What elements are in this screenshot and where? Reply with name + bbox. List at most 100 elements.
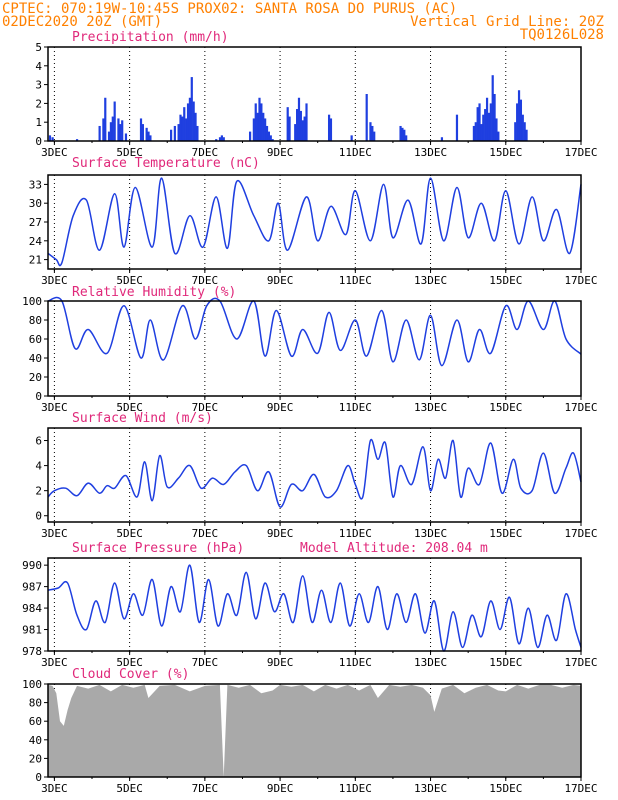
precip-bar — [373, 131, 376, 141]
precip-bar — [170, 129, 173, 141]
x-tick-label: 15DEC — [489, 274, 522, 287]
precip-bar — [260, 103, 263, 141]
y-tick-label: 4 — [35, 460, 42, 473]
precip-bar — [139, 118, 143, 141]
x-tick-label: 9DEC — [267, 401, 294, 414]
series-line — [47, 564, 582, 652]
precip-bar — [117, 118, 120, 141]
x-tick-label: 15DEC — [489, 527, 522, 540]
x-tick-label: 13DEC — [414, 146, 447, 159]
panels: Precipitation (mm/h) 3DEC 5DEC 7DEC 9DEC 11DE… — [22, 30, 597, 795]
y-tick-label: 20 — [29, 752, 42, 765]
y-tick-label: 6 — [35, 435, 42, 448]
panel-title: Surface Wind (m/s) — [72, 411, 213, 426]
precip-bar — [262, 112, 265, 141]
precip-bar — [482, 114, 485, 141]
panel-6: Cloud Cover (%) 3DEC 5DEC 7DEC 9DEC 11DEC 13DE… — [22, 667, 597, 795]
y-tick-label: 0 — [35, 390, 42, 403]
series-line — [47, 296, 582, 367]
panel-1: Precipitation (mm/h) 3DEC 5DEC 7DEC 9DEC 11DE… — [35, 30, 597, 159]
precip-bar — [111, 116, 114, 141]
precip-bar — [350, 135, 353, 141]
panel-frame — [47, 46, 582, 142]
precip-bar — [521, 114, 524, 141]
y-tick-label: 978 — [22, 645, 42, 658]
precip-bar — [329, 118, 333, 141]
y-tick-label: 100 — [22, 295, 42, 308]
panel-title: Surface Pressure (hPa) — [72, 541, 244, 556]
precip-bar — [472, 125, 475, 141]
precip-bar — [194, 112, 197, 141]
panel-frame — [47, 427, 582, 523]
precip-bar — [147, 131, 150, 141]
x-tick-label: 15DEC — [489, 146, 522, 159]
precip-bar — [480, 124, 483, 141]
y-tick-label: 990 — [22, 559, 42, 572]
precip-bar — [269, 135, 272, 141]
precip-bar — [264, 118, 267, 141]
y-tick-label: 80 — [29, 697, 42, 710]
x-tick-label: 9DEC — [267, 782, 294, 795]
panel-frame — [47, 300, 582, 397]
precip-bar — [215, 139, 218, 141]
precip-bar — [455, 114, 459, 141]
precip-bar — [305, 103, 308, 141]
y-tick-label: 0 — [35, 135, 42, 148]
x-tick-label: 3DEC — [41, 146, 68, 159]
x-tick-label: 9DEC — [267, 527, 294, 540]
x-tick-label: 13DEC — [414, 656, 447, 669]
precip-bar — [365, 94, 368, 141]
precip-bar — [177, 124, 180, 141]
precip-bar — [173, 125, 176, 141]
series-line — [47, 177, 582, 267]
precip-bar — [476, 107, 479, 141]
x-tick-label: 15DEC — [489, 656, 522, 669]
y-tick-label: 5 — [35, 41, 42, 54]
x-tick-label: 17DEC — [564, 527, 597, 540]
x-tick-label: 7DEC — [192, 782, 219, 795]
y-tick-label: 21 — [29, 254, 42, 267]
precip-bar — [294, 124, 297, 141]
x-tick-label: 3DEC — [41, 527, 68, 540]
x-tick-label: 3DEC — [41, 401, 68, 414]
x-tick-label: 11DEC — [339, 656, 372, 669]
precip-bar — [252, 118, 255, 141]
x-tick-label: 7DEC — [192, 274, 219, 287]
precip-bar — [179, 114, 182, 141]
precip-bar — [192, 101, 195, 141]
x-tick-label: 17DEC — [564, 274, 597, 287]
y-tick-label: 60 — [29, 333, 42, 346]
precip-bar — [51, 137, 54, 141]
x-tick-label: 5DEC — [116, 401, 143, 414]
y-tick-label: 2 — [35, 485, 42, 498]
y-tick-label: 80 — [29, 314, 42, 327]
precip-bar — [493, 94, 496, 141]
y-tick-label: 4 — [35, 60, 42, 73]
y-tick-label: 1 — [35, 116, 42, 129]
precip-bar — [474, 122, 477, 141]
y-tick-label: 2 — [35, 97, 42, 110]
precip-bar — [109, 122, 113, 141]
precip-bar — [186, 103, 190, 141]
x-tick-label: 9DEC — [267, 274, 294, 287]
x-tick-label: 5DEC — [116, 656, 143, 669]
y-tick-label: 33 — [29, 178, 42, 191]
cloud-area — [48, 684, 581, 777]
y-tick-label: 20 — [29, 371, 42, 384]
precip-bar — [478, 103, 481, 141]
precip-bar — [286, 107, 289, 141]
precip-bar — [484, 109, 487, 141]
precip-bar — [104, 97, 107, 141]
panel-5: Surface Pressure (hPa) Model Altitude: 20… — [22, 541, 597, 669]
precip-bar — [75, 139, 79, 141]
precip-bar — [297, 97, 301, 141]
precip-bar — [254, 103, 257, 141]
x-tick-label: 11DEC — [339, 527, 372, 540]
precip-bar — [48, 135, 52, 141]
precip-bar — [296, 109, 299, 141]
x-tick-label: 5DEC — [116, 782, 143, 795]
y-tick-label: 40 — [29, 352, 42, 365]
x-tick-label: 7DEC — [192, 401, 219, 414]
x-tick-label: 11DEC — [339, 782, 372, 795]
